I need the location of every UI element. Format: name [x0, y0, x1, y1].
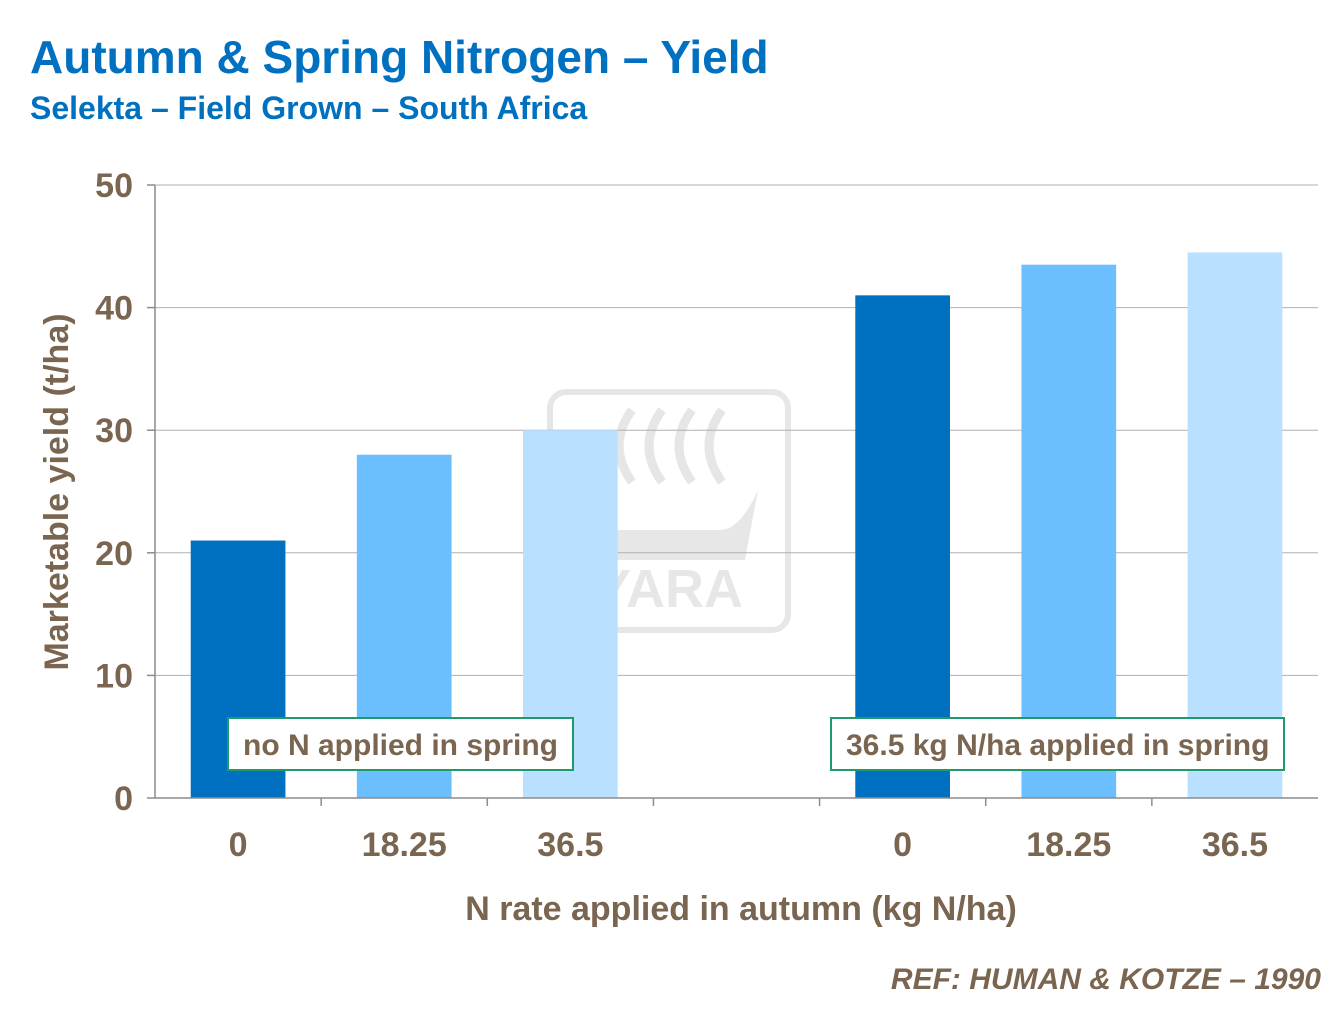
y-tick-label: 40: [95, 290, 133, 328]
bar: [855, 295, 950, 798]
x-axis-title: N rate applied in autumn (kg N/ha): [465, 890, 1017, 928]
chart-title: Autumn & Spring Nitrogen – Yield: [30, 31, 769, 83]
reference-note: REF: HUMAN & KOTZE – 1990: [890, 963, 1321, 996]
y-tick-label: 0: [114, 780, 133, 818]
y-tick-label: 30: [95, 412, 133, 450]
x-tick-label: 18.25: [362, 826, 447, 864]
x-tick-label: 36.5: [1202, 826, 1268, 864]
bar: [1187, 252, 1283, 798]
y-tick-label: 10: [95, 657, 133, 695]
bar: [1021, 264, 1117, 798]
x-tick-label: 0: [893, 826, 912, 864]
annotation-no-spring-n: no N applied in spring: [227, 717, 574, 771]
y-tick-label: 20: [95, 535, 133, 573]
y-axis-title: Marketable yield (t/ha): [38, 313, 76, 670]
watermark-text: YARA: [595, 559, 743, 619]
x-tick-label: 36.5: [537, 826, 603, 864]
y-tick-label: 50: [95, 167, 133, 205]
x-tick-label: 0: [229, 826, 248, 864]
x-tick-label: 18.25: [1026, 826, 1111, 864]
chart-subtitle: Selekta – Field Grown – South Africa: [30, 90, 588, 126]
annotation-spring-n-applied: 36.5 kg N/ha applied in spring: [830, 717, 1286, 771]
